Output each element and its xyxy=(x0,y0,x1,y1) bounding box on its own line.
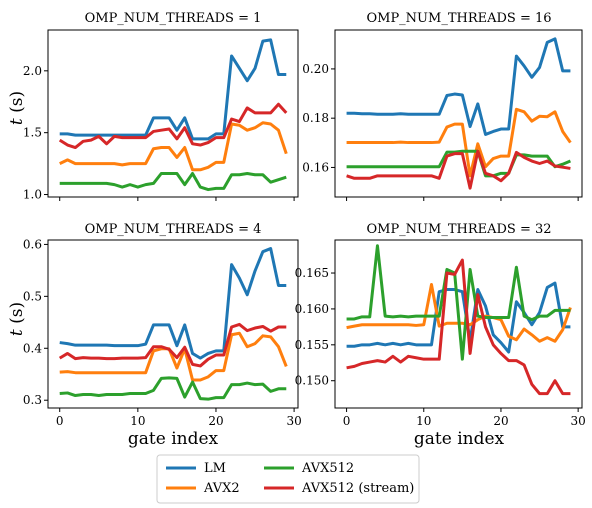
x-tick-label: 30 xyxy=(286,414,301,428)
legend-item-avx512: AVX512 xyxy=(264,461,354,476)
plot-area: 1.0 1.5 2.0 xyxy=(23,38,295,202)
series-line-avx2 xyxy=(59,331,288,382)
plot-area: 0 10 20 30 0.150 0.155 0.160 0.165 xyxy=(295,244,586,428)
series-line-avx512-stream xyxy=(346,258,571,396)
y-tick-label: 0.18 xyxy=(302,111,329,125)
plot-frame xyxy=(334,29,583,198)
legend-label: AVX2 xyxy=(203,481,240,496)
y-tick-label: 1.0 xyxy=(23,188,42,202)
plot-frame xyxy=(334,239,583,409)
panel-threads-1: OMP_NUM_THREADS = 1 t (s) 1.0 1.5 2.0 xyxy=(7,11,299,202)
y-tick-label: 0.165 xyxy=(295,266,329,280)
series-line-avx2 xyxy=(59,121,288,172)
y-axis-label: t (s) xyxy=(7,302,27,336)
legend-label: AVX512 xyxy=(301,461,354,476)
panel-threads-4: OMP_NUM_THREADS = 4 t (s) 0 10 20 300.30.40… xyxy=(7,222,302,449)
legend-box xyxy=(156,454,420,504)
x-tick-label: 10 xyxy=(416,414,431,428)
panel-threads-32: OMP_NUM_THREADS = 32 0 10 20 30 0.150 0.155 0.… xyxy=(295,222,586,449)
y-axis-label: t (s) xyxy=(7,91,27,125)
plot-frame xyxy=(47,29,299,198)
legend-item-avx2: AVX2 xyxy=(166,481,240,496)
panel-title: OMP_NUM_THREADS = 1 xyxy=(85,11,262,26)
series-line-lm xyxy=(346,281,571,354)
x-tick-label: 30 xyxy=(571,414,586,428)
x-tick-label: 10 xyxy=(130,414,145,428)
legend-item-lm: LM xyxy=(166,461,226,476)
series-line-avx512-stream xyxy=(346,149,571,190)
plot-frame xyxy=(47,239,299,409)
legend: LM AVX2 AVX512 AVX512 (stream) xyxy=(156,454,420,504)
series-line-avx512 xyxy=(59,376,287,401)
series-line-lm xyxy=(59,38,287,141)
panel-title: OMP_NUM_THREADS = 32 xyxy=(366,222,551,237)
x-axis-label: gate index xyxy=(128,429,219,449)
series-line-lm xyxy=(59,247,287,360)
plot-area: 0 10 20 30 0.3 0.4 0.5 0.6 xyxy=(23,237,302,428)
plot-area: 0.16 0.18 0.20 xyxy=(302,37,579,201)
y-tick-label: 0.5 xyxy=(23,289,42,303)
legend-label: LM xyxy=(204,461,226,476)
series-line-avx512-stream xyxy=(58,102,288,150)
x-tick-label: 20 xyxy=(208,414,223,428)
panel-threads-16: OMP_NUM_THREADS = 16 0.16 0.18 0.20 xyxy=(302,11,583,201)
y-tick-label: 0.6 xyxy=(23,237,42,251)
series-line-avx512-stream xyxy=(58,322,287,368)
y-tick-label: 0.3 xyxy=(23,393,42,407)
y-tick-label: 0.4 xyxy=(23,341,42,355)
y-tick-label: 0.20 xyxy=(302,62,329,76)
series-line-avx512 xyxy=(346,244,571,361)
x-tick-label: 20 xyxy=(493,414,508,428)
y-tick-label: 0.150 xyxy=(295,374,329,388)
x-tick-label: 0 xyxy=(56,414,64,428)
y-tick-label: 0.160 xyxy=(295,302,329,316)
y-tick-label: 2.0 xyxy=(23,64,42,78)
panel-title: OMP_NUM_THREADS = 16 xyxy=(366,11,551,26)
x-axis-label: gate index xyxy=(414,429,505,449)
panel-title: OMP_NUM_THREADS = 4 xyxy=(85,222,262,237)
series-line-avx2 xyxy=(346,107,572,178)
y-tick-label: 1.5 xyxy=(23,126,42,140)
y-tick-label: 0.155 xyxy=(295,338,329,352)
legend-item-avx512-stream: AVX512 (stream) xyxy=(264,481,414,496)
y-tick-label: 0.16 xyxy=(302,160,329,174)
series-line-lm xyxy=(346,37,571,136)
series-line-avx512 xyxy=(59,172,287,192)
series-line-avx512 xyxy=(346,149,571,178)
x-tick-label: 0 xyxy=(343,414,351,428)
legend-label: AVX512 (stream) xyxy=(301,481,414,496)
